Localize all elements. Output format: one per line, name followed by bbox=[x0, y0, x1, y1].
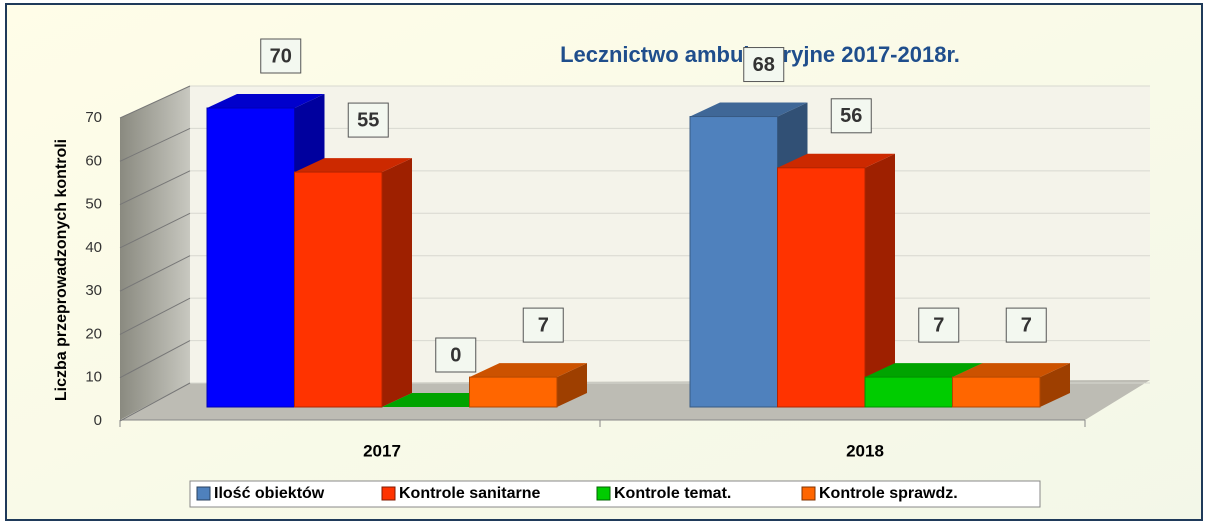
bar-top bbox=[777, 153, 895, 168]
back-wall bbox=[190, 86, 1150, 383]
grid-line bbox=[119, 212, 191, 249]
bar-top bbox=[294, 158, 412, 173]
grid-line bbox=[119, 127, 191, 162]
bar bbox=[294, 171, 383, 408]
value-label: 7 bbox=[538, 314, 549, 336]
bar-top bbox=[952, 363, 1070, 378]
value-label: 7 bbox=[1021, 314, 1032, 336]
y-tick-label: 30 bbox=[85, 282, 102, 299]
value-label-box bbox=[435, 337, 477, 373]
grid-line bbox=[119, 85, 191, 119]
y-tick-label: 10 bbox=[85, 369, 102, 386]
bar bbox=[469, 376, 558, 408]
y-tick-label: 70 bbox=[85, 109, 102, 126]
value-label-box bbox=[260, 38, 302, 74]
legend-swatch bbox=[801, 486, 816, 501]
grid-line bbox=[119, 255, 191, 292]
bar bbox=[689, 116, 778, 408]
value-label: 70 bbox=[270, 45, 292, 67]
grid-line bbox=[119, 297, 191, 335]
legend-label: Ilość obiektów bbox=[214, 485, 325, 502]
y-tick-label: 60 bbox=[85, 152, 102, 169]
bar-side bbox=[865, 153, 895, 407]
y-tick-label: 50 bbox=[85, 196, 102, 213]
value-label-box bbox=[522, 307, 564, 343]
bar bbox=[206, 107, 295, 408]
legend-box bbox=[189, 480, 1041, 508]
y-tick-label: 0 bbox=[94, 412, 102, 429]
bar bbox=[777, 167, 866, 408]
bar-top bbox=[865, 363, 983, 378]
legend-swatch bbox=[596, 486, 611, 501]
y-tick-label: 40 bbox=[85, 239, 102, 256]
x-tick-label: 2018 bbox=[846, 441, 884, 460]
legend-swatch bbox=[381, 486, 396, 501]
legend-label: Kontrole temat. bbox=[614, 485, 731, 502]
bar-side bbox=[557, 363, 587, 407]
legend-label: Kontrole sanitarne bbox=[399, 485, 540, 502]
value-label: 55 bbox=[357, 109, 379, 131]
y-axis-label: Liczba przeprowadzonych kontroli bbox=[53, 139, 70, 401]
value-label-box bbox=[1005, 307, 1047, 343]
bar-top bbox=[469, 363, 587, 378]
bar bbox=[952, 376, 1041, 408]
value-label: 56 bbox=[840, 105, 862, 127]
value-label-box bbox=[347, 102, 389, 138]
y-tick-label: 20 bbox=[85, 325, 102, 342]
value-label: 68 bbox=[753, 54, 775, 76]
bar-top bbox=[690, 102, 808, 117]
bar-side bbox=[382, 158, 412, 407]
side-wall bbox=[120, 86, 190, 420]
value-label: 0 bbox=[450, 344, 461, 366]
value-label-box bbox=[830, 98, 872, 134]
grid-line bbox=[119, 340, 191, 379]
x-tick-label: 2017 bbox=[363, 441, 401, 460]
grid-line bbox=[119, 170, 191, 206]
bar bbox=[864, 376, 953, 408]
legend-swatch bbox=[196, 486, 211, 501]
value-label-box bbox=[743, 47, 785, 83]
grid-line bbox=[119, 382, 191, 422]
legend-label: Kontrole sprawdz. bbox=[819, 485, 958, 502]
bar-top bbox=[207, 94, 325, 108]
value-label: 7 bbox=[933, 314, 944, 336]
value-label-box bbox=[918, 307, 960, 343]
bar-side bbox=[1040, 363, 1070, 407]
